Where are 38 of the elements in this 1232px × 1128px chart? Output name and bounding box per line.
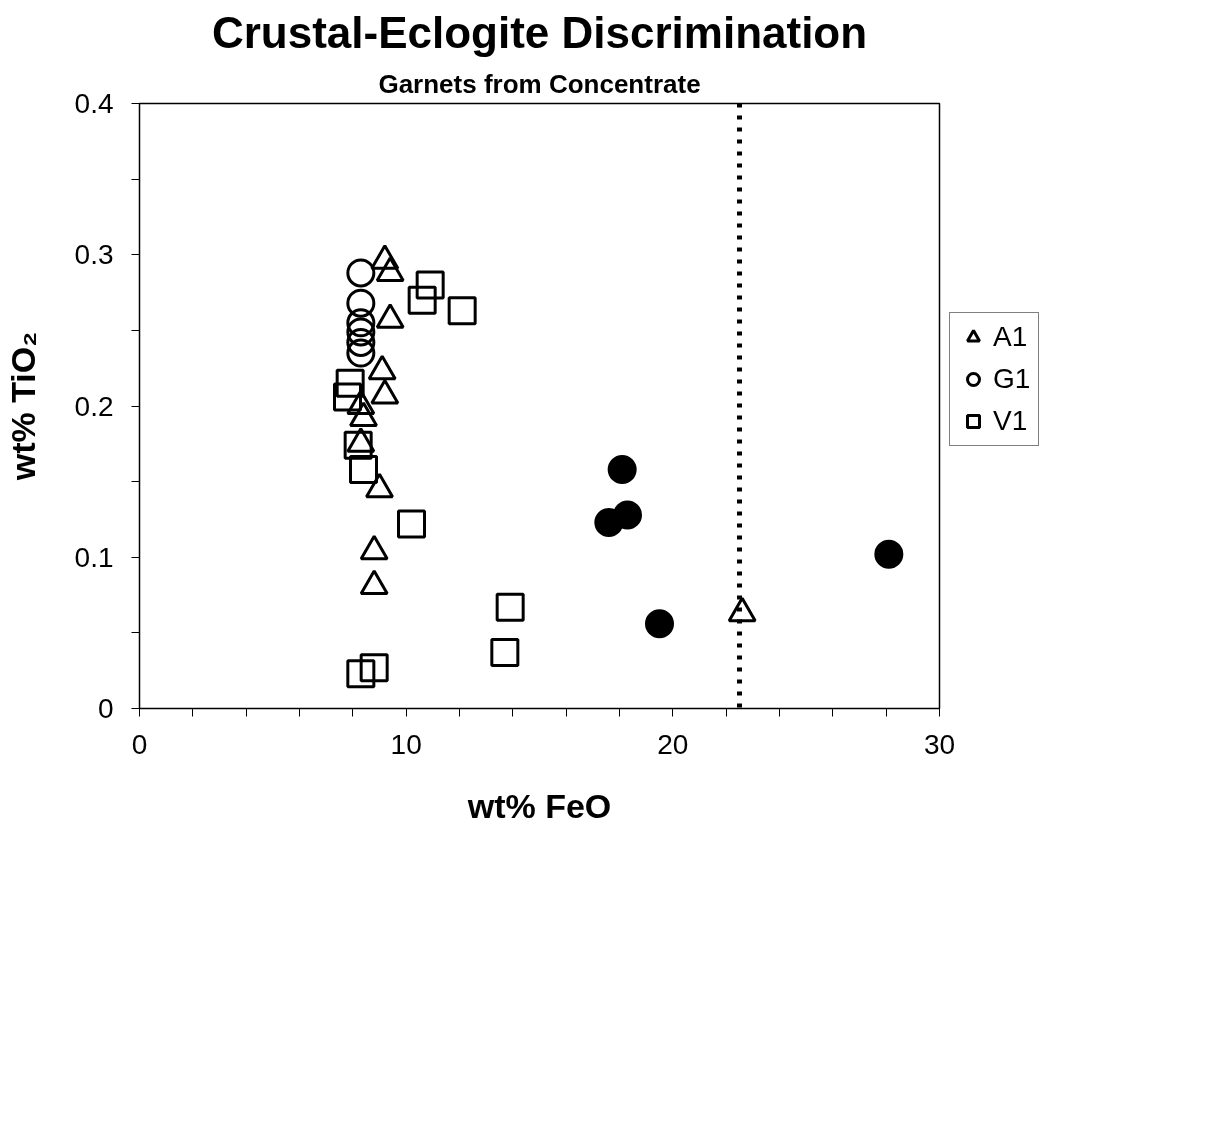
point [397,509,426,539]
point [490,638,520,668]
point [607,455,637,484]
point [333,382,362,412]
y-tick-label: 0.3 [74,239,114,271]
x-tick-label: 10 [390,728,422,760]
chart-subtitle: Garnets from Concentrate [378,68,701,99]
point [346,659,376,689]
x-tick-label: 20 [657,728,689,760]
y-tick-label: 0.1 [74,541,114,573]
point [346,308,376,338]
legend-label: G1 [993,362,1031,395]
y-axis-title: wt% TiO₂ [3,331,42,482]
point [346,258,376,288]
x-tick-label: 0 [131,728,148,760]
x-tick-label: 30 [923,728,956,760]
point [343,430,373,460]
legend-label: V1 [993,404,1028,437]
x-axis-title: wt% FeO [466,786,612,825]
point [495,592,525,622]
legend-label: A1 [993,320,1028,353]
point [349,455,378,485]
y-tick-label: 0 [97,693,114,724]
point [359,653,389,683]
point [346,328,376,357]
y-tick-label: 0.4 [74,88,114,119]
point [874,539,904,569]
point [613,500,642,530]
y-tick-label: 0.2 [74,390,114,422]
point [335,368,365,398]
point [447,296,477,326]
chart-title: Crustal-Eclogite Discrimination [211,7,868,57]
point [415,270,445,300]
point [407,285,437,315]
point [645,609,674,639]
point [346,317,376,347]
point [346,338,376,368]
point [346,288,376,318]
